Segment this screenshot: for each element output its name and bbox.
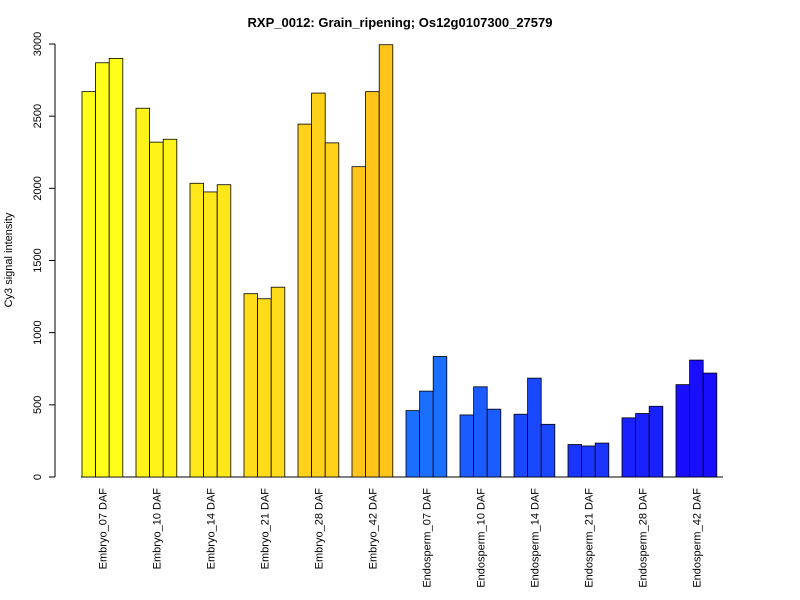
bar — [527, 377, 542, 478]
bar — [270, 286, 286, 478]
x-tick-label: Endosperm_28 DAF — [637, 488, 649, 588]
bar — [135, 107, 151, 478]
bar — [513, 413, 529, 478]
x-tick-label: Endosperm_07 DAF — [421, 488, 433, 588]
x-tick-label: Embryo_21 DAF — [259, 488, 271, 570]
bar — [432, 356, 448, 478]
y-tick-label: 1500 — [32, 248, 44, 272]
y-axis: 0 500 1000 1500 2000 2500 3000 — [32, 32, 723, 480]
bar — [540, 423, 556, 478]
bar — [257, 298, 272, 478]
bar — [405, 410, 421, 478]
y-tick-label: 1000 — [32, 320, 44, 344]
bar — [635, 413, 650, 478]
x-tick-label: Embryo_42 DAF — [367, 488, 379, 570]
x-tick-label: Embryo_10 DAF — [151, 488, 163, 570]
bar — [621, 417, 637, 478]
y-axis-label: Cy3 signal intensity — [3, 212, 15, 307]
y-tick-label: 2000 — [32, 176, 44, 200]
x-tick-label: Embryo_07 DAF — [97, 488, 109, 570]
y-tick-label: 0 — [32, 474, 44, 480]
x-tick-label: Endosperm_21 DAF — [583, 488, 595, 588]
bar — [297, 123, 313, 478]
bar — [648, 405, 664, 478]
bar — [149, 141, 164, 478]
bar — [365, 91, 380, 478]
bar — [567, 444, 583, 478]
bar — [95, 62, 110, 478]
x-tick-label: Endosperm_10 DAF — [475, 488, 487, 588]
bar — [108, 58, 124, 478]
chart-title: RXP_0012: Grain_ripening; Os12g0107300_2… — [248, 15, 553, 30]
bar — [419, 390, 434, 478]
bar — [675, 384, 691, 478]
bar — [81, 91, 97, 478]
bar — [459, 414, 475, 478]
bar — [581, 445, 596, 478]
bar — [473, 386, 488, 478]
bar — [189, 182, 205, 478]
x-tick-labels: Embryo_07 DAF Embryo_10 DAF Embryo_14 DAF E… — [97, 488, 703, 588]
x-tick-label: Endosperm_14 DAF — [529, 488, 541, 588]
bar — [351, 166, 367, 478]
x-tick-label: Endosperm_42 DAF — [691, 488, 703, 588]
bar — [689, 359, 704, 478]
bar — [486, 408, 502, 478]
bar — [216, 184, 232, 478]
bar — [311, 92, 326, 478]
bar — [594, 442, 610, 478]
bar — [162, 138, 178, 478]
y-tick-label: 500 — [32, 396, 44, 414]
bar — [378, 44, 394, 478]
x-tick-label: Embryo_28 DAF — [313, 488, 325, 570]
bars-group — [81, 44, 718, 478]
bar — [203, 191, 218, 478]
bar — [702, 372, 718, 478]
y-tick-label: 2500 — [32, 104, 44, 128]
bar — [243, 293, 259, 478]
y-tick-label: 3000 — [32, 32, 44, 56]
bar — [324, 142, 340, 478]
x-tick-label: Embryo_14 DAF — [205, 488, 217, 570]
